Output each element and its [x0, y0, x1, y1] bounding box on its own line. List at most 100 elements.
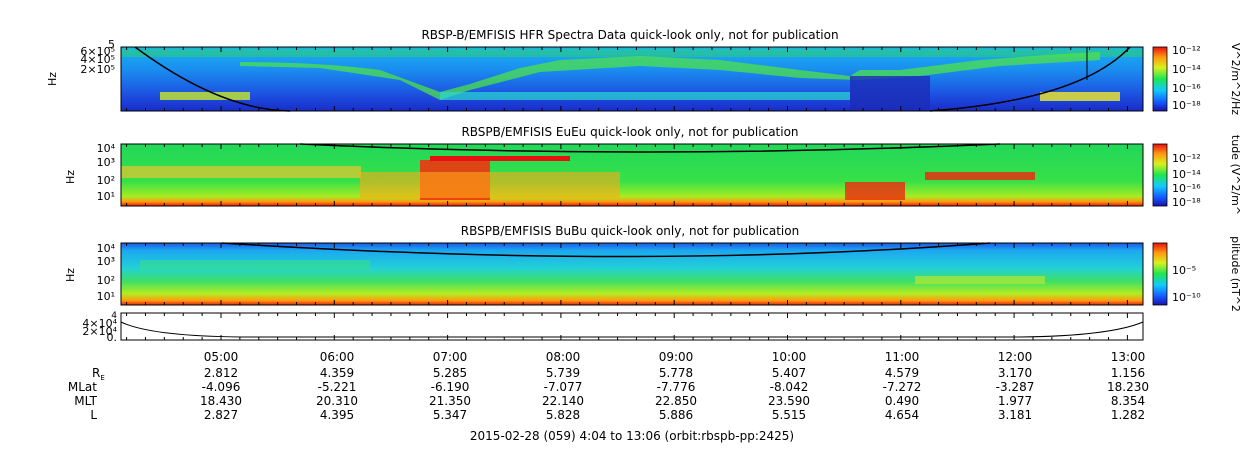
- ephem-value: -6.190: [431, 380, 470, 394]
- ephem-value: 3.181: [998, 408, 1032, 422]
- eueu-midband: [121, 166, 361, 178]
- time-label: 12:00: [998, 350, 1033, 364]
- time-label: 07:00: [433, 350, 468, 364]
- ephem-value: 23.590: [768, 394, 810, 408]
- panel2-title: RBSPB/EMFISIS EuEu quick-look only, not …: [461, 125, 798, 139]
- colorbar-3-gradient: [1152, 242, 1168, 306]
- time-label: 09:00: [659, 350, 694, 364]
- hfr-right-patch: [1040, 92, 1120, 101]
- ephem-value: 4.359: [320, 366, 354, 380]
- ephem-value: -3.287: [996, 380, 1035, 394]
- line-ytick-2: 0.: [107, 331, 118, 344]
- ephem-value: 22.140: [542, 394, 584, 408]
- colorbar-1-tick-2: 10⁻¹⁶: [1172, 82, 1201, 95]
- colorbar-2-tick-0: 10⁻¹²: [1172, 152, 1201, 165]
- colorbar-2-tick-2: 10⁻¹⁶: [1172, 182, 1201, 195]
- ephem-value: 5.828: [546, 408, 580, 422]
- line-ytick-1: 2×10⁴: [82, 325, 117, 338]
- eueu-ytick-3: 10¹: [97, 190, 115, 203]
- ephemeris-table: RE MLat MLT L 2.812 4.359 5.285 5.739 5.…: [68, 366, 1149, 422]
- line-ytick-top: 4: [111, 311, 117, 321]
- ephem-value: 22.850: [655, 394, 697, 408]
- bubu-left-band: [140, 260, 370, 270]
- eueu-spectrogram: [120, 143, 1144, 207]
- ephem-value: 21.350: [429, 394, 471, 408]
- colorbar-3-tick-0: 10⁻⁵: [1172, 264, 1196, 277]
- colorbar-2-gradient: [1152, 143, 1168, 207]
- ephem-value: 5.515: [772, 408, 806, 422]
- bubu-ytick-3: 10¹: [97, 290, 115, 303]
- colorbar-2-tick-3: 10⁻¹⁸: [1172, 196, 1201, 209]
- hfr-green-band: [121, 49, 1143, 57]
- eueu-ytick-1: 10³: [97, 156, 115, 169]
- eueu-cyclotron-curve: [299, 143, 1001, 153]
- hfr-orbit-curve: [134, 46, 1131, 112]
- ephem-label-mlt: MLT: [74, 394, 97, 408]
- ephem-value: 5.347: [433, 408, 467, 422]
- line-panel-curve: [120, 321, 1144, 338]
- time-label: 05:00: [204, 350, 239, 364]
- ephem-value: 5.739: [546, 366, 580, 380]
- line-panel-frame: [120, 312, 1144, 341]
- colorbar-3-label: plitude (nT^2: [1229, 236, 1242, 312]
- colorbar-3: 10⁻⁵ 10⁻¹⁰ plitude (nT^2: [1152, 236, 1242, 312]
- ephem-value: 4.654: [885, 408, 919, 422]
- time-label: 11:00: [885, 350, 920, 364]
- bubu-ylabel: Hz: [64, 268, 77, 282]
- hfr-dark-band: [850, 76, 930, 111]
- eueu-late-burst: [845, 182, 905, 200]
- eueu-ytick-2: 10²: [97, 174, 115, 187]
- ephem-value: -5.221: [318, 380, 357, 394]
- ephem-value: 18.430: [200, 394, 242, 408]
- time-label: 08:00: [546, 350, 581, 364]
- hfr-emission-region: [240, 52, 1100, 100]
- colorbar-1-tick-0: 10⁻¹²: [1172, 44, 1201, 57]
- bubu-background: [121, 243, 1143, 305]
- bubu-cyclotron-curve: [221, 242, 991, 258]
- ephem-value: 5.407: [772, 366, 806, 380]
- eueu-frame: [120, 143, 1144, 207]
- ephem-value: -7.776: [657, 380, 696, 394]
- ephem-value: 1.977: [998, 394, 1032, 408]
- ephem-value: 2.827: [204, 408, 238, 422]
- bubu-spectrogram: [120, 242, 1144, 306]
- colorbar-1: 10⁻¹² 10⁻¹⁴ 10⁻¹⁶ 10⁻¹⁸ V^2/m^2/Hz: [1152, 43, 1242, 115]
- ephem-value: 4.579: [885, 366, 919, 380]
- colorbar-1-tick-3: 10⁻¹⁸: [1172, 99, 1201, 112]
- ephem-value: 5.285: [433, 366, 467, 380]
- ephem-label-re-sub: E: [100, 374, 104, 382]
- colorbar-1-label: V^2/m^2/Hz: [1229, 43, 1242, 115]
- hfr-ytick-0: 6×10⁵: [80, 45, 115, 58]
- hfr-spectrogram: [120, 46, 1144, 112]
- footer-date-range: 2015-02-28 (059) 4:04 to 13:06 (orbit:rb…: [470, 429, 794, 443]
- ephem-value: 20.310: [316, 394, 358, 408]
- ephem-value: 5.778: [659, 366, 693, 380]
- ephem-value: -4.096: [202, 380, 241, 394]
- colorbar-3-tick-1: 10⁻¹⁰: [1172, 291, 1201, 304]
- bubu-right-band: [915, 276, 1045, 284]
- time-label: 06:00: [320, 350, 355, 364]
- ephem-value: 5.886: [659, 408, 693, 422]
- bubu-ytick-2: 10²: [97, 274, 115, 287]
- colorbar-1-tick-1: 10⁻¹⁴: [1172, 63, 1201, 76]
- colorbar-2-tick-1: 10⁻¹⁴: [1172, 168, 1201, 181]
- ephem-value: -7.077: [544, 380, 583, 394]
- ephem-value: -8.042: [770, 380, 809, 394]
- panel3-title: RBSPB/EMFISIS BuBu quick-look only, not …: [461, 224, 799, 238]
- hfr-ytick-top: 5: [108, 38, 115, 51]
- ephem-value: 2.812: [204, 366, 238, 380]
- hfr-ylabel: Hz: [46, 72, 59, 86]
- eueu-ylabel: Hz: [64, 170, 77, 184]
- eueu-ytick-0: 10⁴: [97, 142, 116, 155]
- ephem-label-re: RE: [92, 366, 105, 382]
- colorbar-2: 10⁻¹² 10⁻¹⁴ 10⁻¹⁶ 10⁻¹⁸ tude (V^2/m^: [1152, 135, 1242, 215]
- colorbar-2-label: tude (V^2/m^: [1229, 135, 1242, 215]
- time-label: 13:00: [1111, 350, 1146, 364]
- ephem-label-mlat: MLat: [68, 380, 97, 394]
- ephem-value: 8.354: [1111, 394, 1145, 408]
- hfr-frame: [120, 46, 1144, 112]
- ephem-label-re-main: R: [92, 366, 100, 380]
- ephem-label-l: L: [90, 408, 97, 422]
- eueu-broad-activity: [360, 172, 620, 198]
